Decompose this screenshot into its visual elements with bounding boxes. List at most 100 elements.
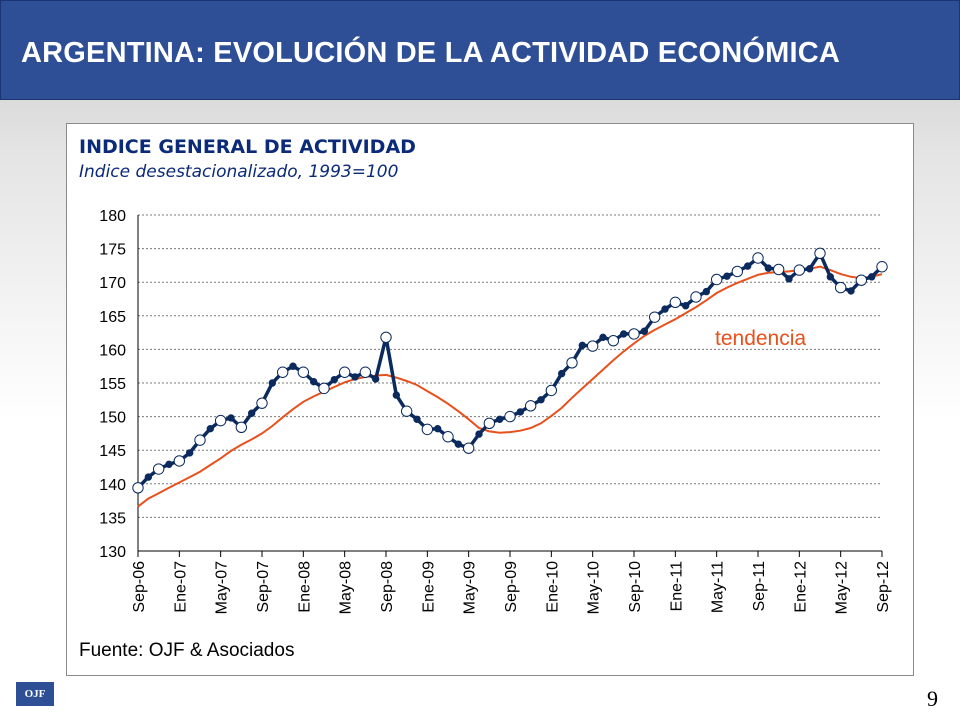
y-tick-label: 175 bbox=[99, 242, 126, 259]
x-tick-label: Sep-08 bbox=[379, 561, 396, 613]
x-tick-label: May-07 bbox=[214, 561, 231, 614]
observed-point bbox=[144, 473, 153, 481]
observed-line bbox=[136, 251, 884, 490]
observed-point bbox=[772, 263, 785, 276]
observed-point bbox=[247, 409, 256, 417]
observed-point bbox=[557, 369, 566, 378]
observed-point bbox=[392, 391, 401, 399]
observed-point bbox=[752, 252, 764, 264]
observed-point bbox=[793, 264, 806, 276]
observed-point bbox=[152, 463, 165, 475]
observed-point bbox=[537, 396, 545, 404]
observed-point bbox=[132, 482, 144, 494]
y-tick-label: 165 bbox=[99, 309, 126, 326]
observed-point bbox=[681, 302, 690, 310]
observed-point bbox=[173, 455, 186, 467]
trend-line bbox=[137, 265, 883, 508]
x-tick-label: Ene-11 bbox=[668, 561, 685, 612]
observed-point bbox=[400, 405, 413, 417]
observed-point bbox=[504, 410, 516, 423]
page-number: 9 bbox=[927, 686, 938, 711]
observed-point bbox=[454, 440, 463, 448]
observed-point bbox=[495, 415, 504, 423]
observed-point bbox=[235, 421, 248, 434]
observed-point bbox=[185, 449, 194, 457]
observed-point bbox=[318, 382, 330, 395]
observed-point bbox=[545, 384, 558, 397]
observed-point bbox=[442, 431, 454, 443]
observed-point bbox=[723, 272, 731, 280]
observed-point bbox=[524, 400, 537, 412]
observed-point bbox=[413, 415, 421, 423]
observed-point bbox=[628, 328, 640, 340]
x-tick-label: Sep-06 bbox=[131, 561, 148, 613]
x-tick-label: May-08 bbox=[338, 561, 355, 614]
observed-point bbox=[276, 366, 289, 378]
observed-point bbox=[834, 281, 847, 294]
observed-point bbox=[586, 340, 599, 352]
observed-point bbox=[165, 460, 173, 469]
x-tick-label: May-10 bbox=[586, 561, 603, 614]
chart-panel: 130 135 140 145 150 155 160 165 170 175 180 Sep-06 E… bbox=[66, 123, 914, 676]
x-tick-label: Ene-07 bbox=[172, 561, 189, 613]
observed-point bbox=[805, 265, 814, 273]
observed-point bbox=[566, 357, 578, 369]
x-tick-label: May-09 bbox=[462, 561, 479, 614]
observed-point bbox=[214, 414, 227, 427]
observed-point bbox=[289, 362, 297, 370]
x-tick-label: Ene-10 bbox=[544, 561, 561, 613]
observed-point bbox=[690, 291, 702, 303]
observed-point bbox=[421, 423, 434, 436]
slide-title: ARGENTINA: EVOLUCIÓN DE LA ACTIVIDAD ECO… bbox=[21, 37, 841, 69]
x-tick-label: May-12 bbox=[834, 561, 851, 614]
observed-point bbox=[743, 262, 752, 270]
observed-point bbox=[371, 375, 380, 383]
observed-point bbox=[599, 333, 607, 342]
y-tick-label: 130 bbox=[99, 544, 126, 561]
x-tick-label: Sep-12 bbox=[875, 561, 892, 613]
chart-source: Fuente: OJF & Asociados bbox=[79, 640, 295, 661]
observed-point bbox=[710, 273, 723, 286]
observed-point bbox=[669, 296, 682, 309]
chart-subtitle: Indice desestacionalizado, 1993=100 bbox=[79, 162, 399, 182]
observed-point bbox=[338, 366, 351, 378]
y-tick-label: 180 bbox=[99, 208, 126, 225]
observed-point bbox=[227, 414, 235, 422]
y-tick-label: 140 bbox=[99, 477, 126, 494]
observed-point bbox=[731, 265, 744, 278]
chart-title: INDICE GENERAL DE ACTIVIDAD bbox=[79, 136, 416, 158]
observed-point bbox=[826, 273, 835, 281]
y-tick-label: 160 bbox=[99, 342, 126, 359]
observed-point bbox=[268, 379, 277, 387]
observed-point bbox=[297, 366, 310, 378]
observed-point bbox=[702, 287, 711, 296]
company-logo: OJF bbox=[16, 682, 54, 706]
observed-point bbox=[855, 274, 868, 286]
observed-point bbox=[785, 275, 793, 283]
activity-index-chart: 130 135 140 145 150 155 160 165 170 175 180 Sep-06 E… bbox=[99, 208, 892, 614]
observed-point bbox=[661, 305, 669, 313]
slide-header: ARGENTINA: EVOLUCIÓN DE LA ACTIVIDAD ECO… bbox=[0, 0, 960, 100]
observed-point bbox=[847, 287, 855, 295]
x-tick-label: May-11 bbox=[710, 561, 727, 613]
observed-point bbox=[462, 442, 475, 454]
x-tick-label: Ene-09 bbox=[420, 561, 437, 613]
observed-point bbox=[619, 330, 628, 338]
observed-point bbox=[607, 334, 620, 347]
observed-point bbox=[483, 417, 496, 430]
x-tick-label: Sep-11 bbox=[751, 561, 768, 612]
observed-point bbox=[648, 311, 661, 323]
observed-point bbox=[380, 331, 392, 344]
observed-point bbox=[351, 373, 359, 381]
observed-point bbox=[876, 261, 888, 273]
observed-point bbox=[640, 327, 649, 335]
observed-point bbox=[516, 408, 525, 416]
observed-point bbox=[475, 430, 483, 438]
y-tick-label: 145 bbox=[99, 443, 126, 460]
observed-point bbox=[814, 247, 826, 260]
observed-point bbox=[359, 366, 372, 378]
observed-point bbox=[256, 397, 268, 409]
trend-annotation: tendencia bbox=[715, 327, 806, 350]
observed-point bbox=[330, 375, 339, 384]
observed-point bbox=[764, 264, 773, 272]
